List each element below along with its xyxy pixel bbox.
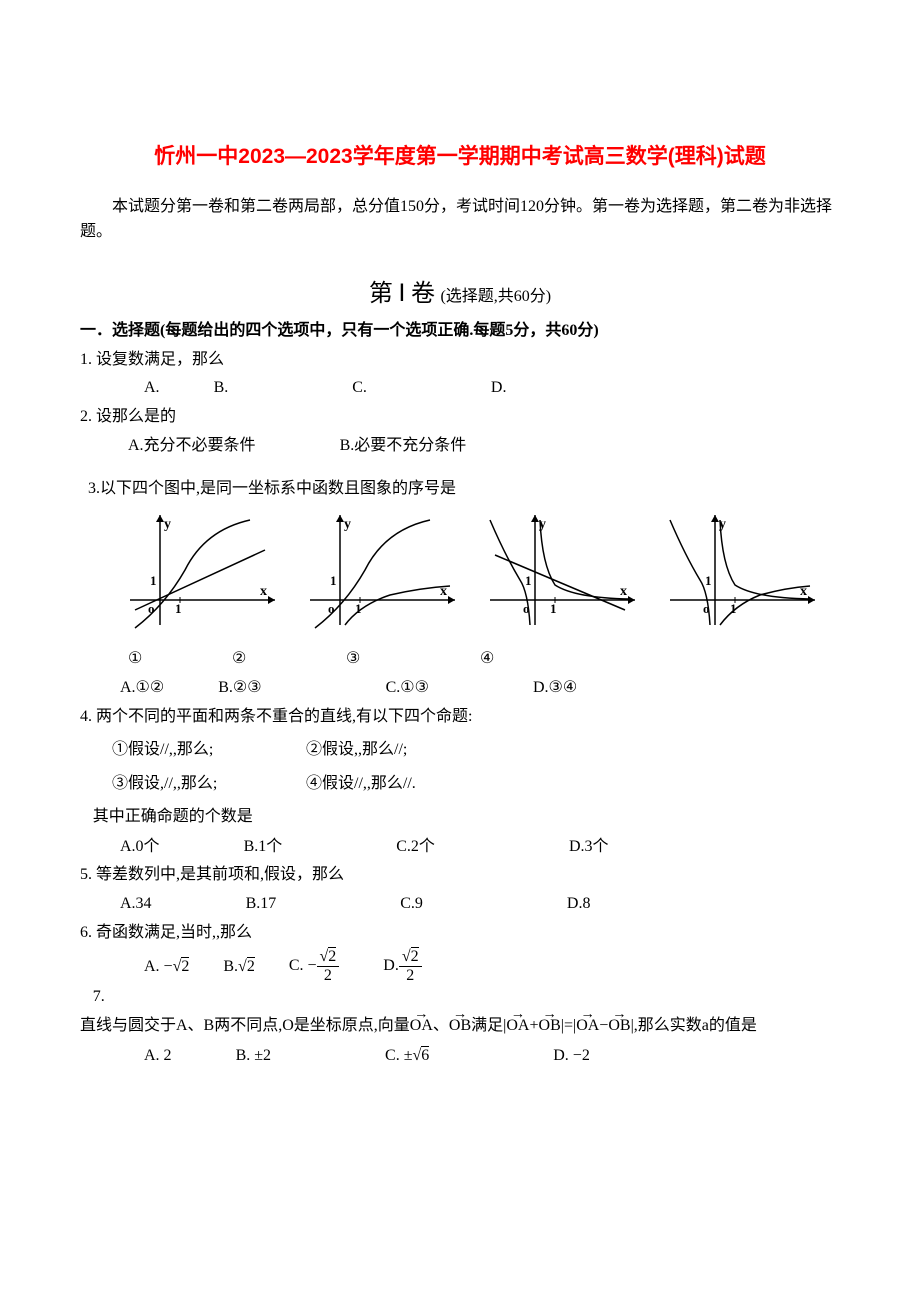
svg-text:y: y xyxy=(719,517,726,532)
q7-plus: + xyxy=(529,1017,538,1034)
q4-p3: ③假设,//,,那么; xyxy=(112,771,302,797)
svg-text:o: o xyxy=(703,601,710,616)
svg-text:y: y xyxy=(344,517,351,532)
q7-eq: |=| xyxy=(561,1017,576,1034)
q3-opt-b: B.②③ xyxy=(218,675,261,701)
q7-mid2: 满足| xyxy=(471,1017,506,1034)
q7-mid1: 、 xyxy=(433,1017,449,1034)
svg-text:1: 1 xyxy=(730,601,737,616)
svg-text:o: o xyxy=(328,601,335,616)
section-paren: (选择题,共60分) xyxy=(440,288,551,305)
vec-ob-1: OB xyxy=(449,1013,471,1039)
graph-1: y x o 1 1 xyxy=(120,510,290,630)
q6-opt-b: B.√2 xyxy=(223,954,254,980)
question-6-options: A. −√2 B.√2 C. −√22 D.√22 xyxy=(144,948,840,984)
q3-circled-labels: ① ② ③ ④ xyxy=(128,646,840,672)
vec-oa-3: OA xyxy=(576,1013,599,1039)
q5-opt-b: B.17 xyxy=(246,891,277,917)
q4-prop-row1: ①假设//,,那么; ②假设,,那么//; xyxy=(112,737,840,763)
svg-text:x: x xyxy=(800,584,807,599)
q7-part1: 直线与圆交于A、B两不同点,O是坐标原点,向量 xyxy=(80,1017,410,1034)
q5-opt-c: C.9 xyxy=(400,891,423,917)
graphs-row: y x o 1 1 y x o 1 1 y x o 1 1 xyxy=(120,510,840,639)
svg-text:x: x xyxy=(440,584,447,599)
question-4: 4. 两个不同的平面和两条不重合的直线,有以下四个命题: xyxy=(80,704,840,730)
vec-ob-3: OB xyxy=(608,1013,630,1039)
svg-text:y: y xyxy=(164,517,171,532)
svg-text:x: x xyxy=(260,584,267,599)
svg-text:1: 1 xyxy=(150,573,157,588)
q4-p1: ①假设//,,那么; xyxy=(112,737,302,763)
vec-ob-2: OB xyxy=(539,1013,561,1039)
question-5-options: A.34 B.17 C.9 D.8 xyxy=(120,891,840,917)
q6-opt-d: D.√22 xyxy=(383,948,421,984)
svg-text:o: o xyxy=(523,601,530,616)
vec-oa-1: OA xyxy=(410,1013,433,1039)
question-7-options: A. 2 B. ±2 C. ±√6 D. −2 xyxy=(144,1043,840,1069)
question-3-options: A.①② B.②③ C.①③ D.③④ xyxy=(120,675,840,701)
vec-oa-2: OA xyxy=(506,1013,529,1039)
q6-opt-c: C. −√22 xyxy=(289,948,339,984)
svg-text:x: x xyxy=(620,584,627,599)
q4-opt-b: B.1个 xyxy=(244,834,283,860)
q4-opt-d: D.3个 xyxy=(569,834,609,860)
question-4-options: A.0个 B.1个 C.2个 D.3个 xyxy=(120,834,840,860)
q1-opt-c: C. xyxy=(352,375,367,401)
q7-end: |,那么实数a的值是 xyxy=(631,1017,757,1034)
svg-text:1: 1 xyxy=(355,601,362,616)
question-1-options: A. B. C. D. xyxy=(144,375,840,401)
q4-p2: ②假设,,那么//; xyxy=(306,741,407,758)
q4-p4: ④假设//,,那么//. xyxy=(306,775,416,792)
q7-opt-b: B. ±2 xyxy=(236,1043,271,1069)
graph-2: y x o 1 1 xyxy=(300,510,470,630)
q6-opt-a: A. −√2 xyxy=(144,954,189,980)
q5-opt-d: D.8 xyxy=(567,891,591,917)
q7-minus: − xyxy=(599,1017,608,1034)
q7-opt-d: D. −2 xyxy=(553,1043,590,1069)
q1-opt-d: D. xyxy=(491,375,507,401)
q3-label-1: ① xyxy=(128,646,228,672)
question-5: 5. 等差数列中,是其前项和,假设，那么 xyxy=(80,862,840,888)
q3-label-4: ④ xyxy=(480,646,494,672)
svg-text:1: 1 xyxy=(705,573,712,588)
q7-opt-c: C. ±√6 xyxy=(385,1043,429,1069)
graph-3: y x o 1 1 xyxy=(480,510,650,630)
q3-label-3: ③ xyxy=(346,646,476,672)
svg-text:1: 1 xyxy=(330,573,337,588)
q4-ask: 其中正确命题的个数是 xyxy=(93,804,840,830)
q3-opt-d: D.③④ xyxy=(533,675,577,701)
q2-opt-b: B.必要不充分条件 xyxy=(340,433,467,459)
svg-text:o: o xyxy=(148,601,155,616)
q3-opt-a: A.①② xyxy=(120,675,164,701)
intro-paragraph: 本试题分第一卷和第二卷两局部，总分值150分，考试时间120分钟。第一卷为选择题… xyxy=(80,194,840,245)
question-6: 6. 奇函数满足,当时,,那么 xyxy=(80,920,840,946)
q3-opt-c: C.①③ xyxy=(386,675,429,701)
q2-opt-a: A.充分不必要条件 xyxy=(128,433,256,459)
q1-opt-b: B. xyxy=(214,375,229,401)
svg-text:y: y xyxy=(539,517,546,532)
q7-opt-a: A. 2 xyxy=(144,1043,172,1069)
question-3: 3.以下四个图中,是同一坐标系中函数且图象的序号是 xyxy=(88,476,840,502)
svg-text:1: 1 xyxy=(525,573,532,588)
q4-opt-c: C.2个 xyxy=(396,834,435,860)
q5-opt-a: A.34 xyxy=(120,891,152,917)
q3-label-2: ② xyxy=(232,646,342,672)
question-2: 2. 设那么是的 xyxy=(80,404,840,430)
section-prefix: 第 xyxy=(369,281,393,307)
q1-opt-a: A. xyxy=(144,375,160,401)
q4-prop-row2: ③假设,//,,那么; ④假设//,,那么//. xyxy=(112,771,840,797)
section-1-title: 第 Ⅰ 卷 (选择题,共60分) xyxy=(80,275,840,313)
q4-opt-a: A.0个 xyxy=(120,834,160,860)
question-7-text: 直线与圆交于A、B两不同点,O是坐标原点,向量OA、OB满足|OA+OB|=|O… xyxy=(80,1013,840,1039)
question-2-options: A.充分不必要条件 B.必要不充分条件 xyxy=(128,433,840,459)
question-1: 1. 设复数满足，那么 xyxy=(80,347,840,373)
page-title: 忻州一中2023—2023学年度第一学期期中考试高三数学(理科)试题 xyxy=(80,140,840,174)
graph-4: y x o 1 1 xyxy=(660,510,830,630)
section-suffix: 卷 xyxy=(411,281,435,307)
svg-text:1: 1 xyxy=(550,601,557,616)
section-roman: Ⅰ xyxy=(398,281,405,307)
svg-text:1: 1 xyxy=(175,601,182,616)
section-1-desc: 一．选择题(每题给出的四个选项中，只有一个选项正确.每题5分，共60分) xyxy=(80,318,840,344)
